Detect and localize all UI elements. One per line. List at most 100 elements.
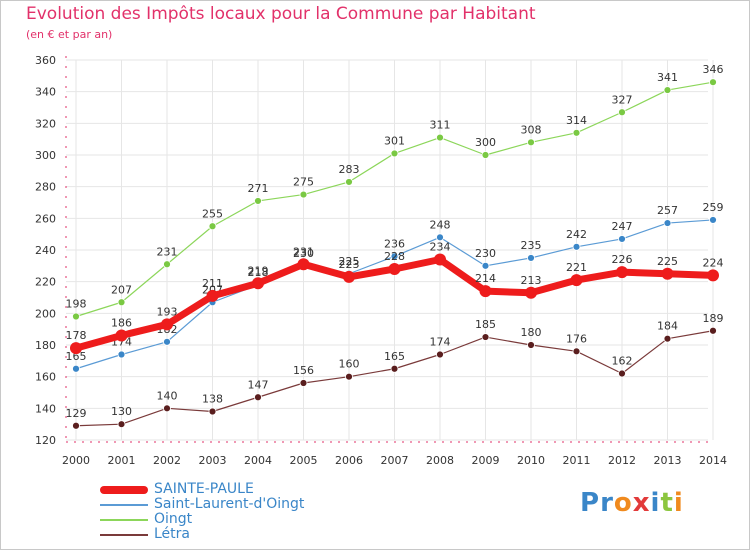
y-tick-label: 160	[35, 371, 56, 384]
x-tick-label: 2009	[472, 454, 500, 467]
logo-letter: i	[673, 488, 684, 518]
data-label: 186	[111, 317, 132, 330]
data-point	[388, 263, 401, 275]
data-label: 129	[66, 407, 87, 420]
y-tick-label: 120	[35, 434, 56, 447]
data-point	[345, 178, 353, 186]
data-label: 259	[703, 201, 724, 214]
data-point	[117, 420, 126, 429]
data-label: 234	[430, 241, 451, 254]
data-point	[570, 274, 583, 287]
data-label: 138	[202, 393, 223, 406]
data-point	[208, 222, 217, 231]
legend-label: Létra	[154, 526, 190, 542]
data-point	[663, 334, 672, 343]
legend-swatch	[100, 519, 148, 521]
legend-swatch	[100, 534, 148, 536]
logo-letter: i	[650, 488, 661, 518]
data-point	[436, 133, 444, 142]
proxiti-logo: Proxiti	[580, 488, 684, 518]
data-label: 189	[703, 312, 724, 325]
data-point	[72, 312, 80, 321]
data-label: 226	[612, 253, 633, 266]
data-point	[525, 286, 537, 299]
data-label: 223	[339, 258, 360, 271]
data-point	[479, 285, 492, 298]
x-tick-label: 2010	[517, 454, 545, 467]
data-label: 255	[202, 207, 223, 220]
x-tick-label: 2000	[62, 454, 90, 467]
data-point	[663, 86, 672, 94]
data-point	[616, 266, 628, 279]
legend-label: Oingt	[154, 511, 193, 527]
y-tick-label: 260	[35, 212, 56, 225]
data-point	[115, 329, 128, 342]
data-label: 225	[657, 255, 678, 268]
data-point	[161, 318, 173, 331]
chart-title: Evolution des Impôts locaux pour la Comm…	[26, 4, 536, 24]
data-point	[572, 128, 581, 137]
data-label: 341	[657, 71, 678, 84]
legend-label: SAINTE-PAULE	[154, 481, 254, 497]
y-tick-label: 340	[35, 86, 56, 99]
x-tick-label: 2007	[381, 454, 409, 467]
x-tick-label: 2014	[699, 454, 727, 467]
data-label: 283	[339, 163, 360, 176]
logo-letter: x	[632, 488, 651, 518]
x-tick-label: 2005	[290, 454, 318, 467]
data-label: 184	[657, 320, 678, 333]
data-point	[117, 298, 126, 307]
data-point	[299, 190, 308, 199]
data-label: 156	[293, 364, 314, 377]
data-point	[481, 261, 490, 270]
data-point	[527, 138, 535, 147]
legend-swatch	[100, 486, 148, 494]
data-label: 213	[521, 274, 542, 287]
data-label: 247	[612, 220, 633, 233]
x-tick-label: 2012	[608, 454, 636, 467]
data-label: 257	[657, 204, 678, 217]
data-point	[707, 269, 719, 282]
data-label: 160	[339, 358, 360, 371]
data-label: 185	[475, 318, 496, 331]
data-label: 147	[248, 378, 269, 391]
data-label: 221	[566, 261, 587, 274]
data-label: 180	[521, 326, 542, 339]
data-label: 231	[157, 245, 178, 258]
data-point	[70, 342, 82, 355]
data-label: 308	[521, 123, 542, 136]
data-point	[663, 219, 672, 227]
data-point	[572, 347, 581, 356]
data-point	[163, 260, 171, 269]
data-label: 346	[703, 63, 724, 76]
chart-subtitle: (en € et par an)	[26, 28, 113, 41]
data-label: 165	[66, 350, 87, 363]
data-label: 174	[430, 336, 451, 349]
x-tick-label: 2013	[654, 454, 682, 467]
data-point	[709, 78, 717, 87]
data-label: 224	[703, 256, 724, 269]
data-point	[163, 337, 171, 346]
data-point	[299, 379, 308, 387]
legend-swatch	[100, 504, 148, 506]
data-point	[661, 267, 674, 280]
y-tick-label: 200	[35, 307, 56, 320]
data-label: 230	[293, 247, 314, 260]
legend-label: Saint-Laurent-d'Oingt	[154, 496, 305, 512]
logo-letter: o	[613, 488, 633, 518]
data-label: 225	[339, 255, 360, 268]
data-label: 242	[566, 228, 587, 241]
data-point	[254, 197, 262, 205]
data-label: 176	[566, 332, 587, 345]
data-label: 235	[521, 239, 542, 252]
data-point	[343, 270, 355, 283]
data-label: 248	[430, 218, 451, 231]
data-label: 231	[293, 245, 314, 258]
data-point	[297, 258, 310, 271]
data-point	[527, 341, 535, 349]
data-label: 162	[612, 355, 633, 368]
data-point	[72, 421, 80, 430]
data-point	[206, 289, 219, 302]
data-label: 311	[430, 119, 451, 132]
data-point	[434, 253, 446, 266]
